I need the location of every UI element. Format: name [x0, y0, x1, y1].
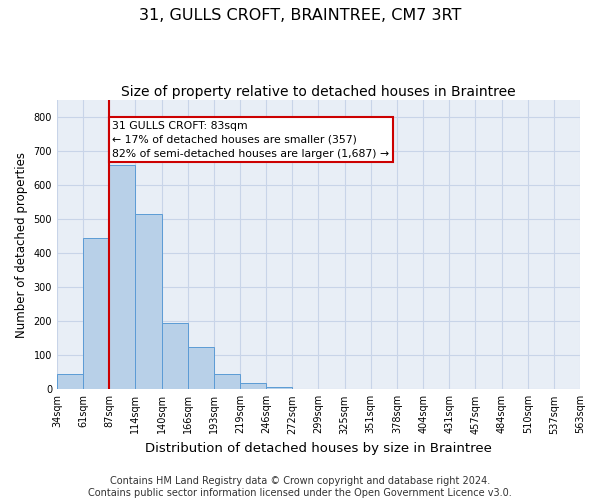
Bar	[136, 214, 161, 390]
Bar	[109, 165, 136, 390]
Text: 31 GULLS CROFT: 83sqm
← 17% of detached houses are smaller (357)
82% of semi-det: 31 GULLS CROFT: 83sqm ← 17% of detached …	[112, 120, 389, 158]
Title: Size of property relative to detached houses in Braintree: Size of property relative to detached ho…	[121, 85, 516, 99]
Bar	[188, 347, 214, 390]
Bar	[161, 323, 188, 390]
Text: Contains HM Land Registry data © Crown copyright and database right 2024.
Contai: Contains HM Land Registry data © Crown c…	[88, 476, 512, 498]
Bar	[214, 374, 240, 390]
Text: 31, GULLS CROFT, BRAINTREE, CM7 3RT: 31, GULLS CROFT, BRAINTREE, CM7 3RT	[139, 8, 461, 22]
Y-axis label: Number of detached properties: Number of detached properties	[15, 152, 28, 338]
X-axis label: Distribution of detached houses by size in Braintree: Distribution of detached houses by size …	[145, 442, 492, 455]
Bar	[57, 374, 83, 390]
Bar	[83, 238, 109, 390]
Bar	[266, 386, 292, 390]
Bar	[240, 382, 266, 390]
